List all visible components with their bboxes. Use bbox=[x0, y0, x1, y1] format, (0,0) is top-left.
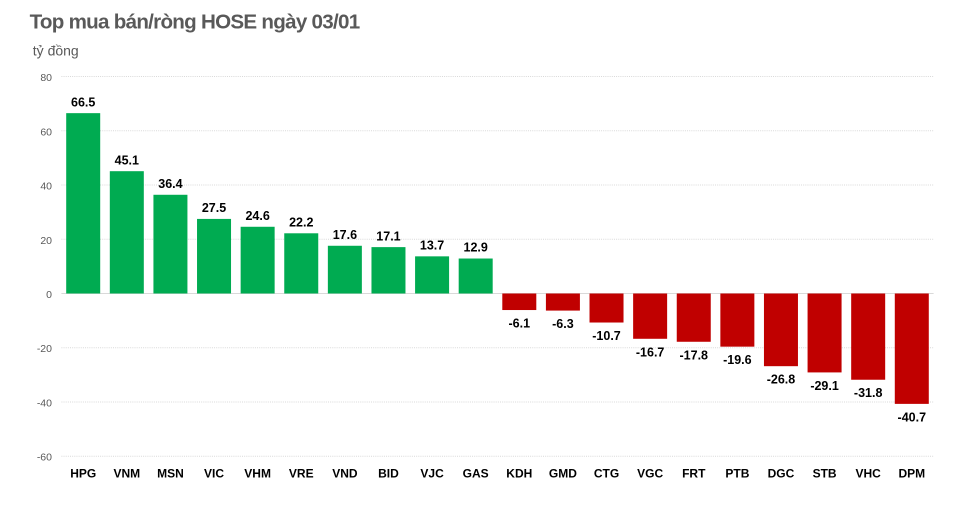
svg-text:VNM: VNM bbox=[113, 467, 140, 481]
svg-text:KDH: KDH bbox=[506, 467, 532, 481]
svg-text:-40.7: -40.7 bbox=[898, 410, 927, 424]
svg-text:-6.3: -6.3 bbox=[552, 317, 574, 331]
svg-text:CTG: CTG bbox=[594, 467, 619, 481]
svg-text:24.6: 24.6 bbox=[245, 209, 269, 223]
svg-text:tỷ đồng: tỷ đồng bbox=[33, 42, 79, 58]
svg-text:0: 0 bbox=[46, 289, 52, 301]
svg-text:45.1: 45.1 bbox=[115, 153, 139, 167]
svg-text:VJC: VJC bbox=[420, 467, 444, 481]
svg-text:VND: VND bbox=[332, 467, 358, 481]
svg-text:VIC: VIC bbox=[204, 467, 224, 481]
svg-text:-26.8: -26.8 bbox=[767, 373, 796, 387]
svg-text:DGC: DGC bbox=[768, 467, 795, 481]
svg-text:-31.8: -31.8 bbox=[854, 386, 883, 400]
svg-text:66.5: 66.5 bbox=[71, 95, 95, 109]
svg-text:17.1: 17.1 bbox=[376, 229, 400, 243]
svg-text:BID: BID bbox=[378, 467, 399, 481]
svg-text:STB: STB bbox=[813, 467, 837, 481]
svg-text:VGC: VGC bbox=[637, 467, 663, 481]
svg-text:12.9: 12.9 bbox=[464, 241, 488, 255]
svg-text:HPG: HPG bbox=[70, 467, 96, 481]
svg-text:13.7: 13.7 bbox=[420, 239, 444, 253]
svg-text:GMD: GMD bbox=[549, 467, 577, 481]
svg-text:22.2: 22.2 bbox=[289, 216, 313, 230]
svg-text:-29.1: -29.1 bbox=[810, 379, 839, 393]
svg-text:VHC: VHC bbox=[856, 467, 882, 481]
svg-text:Top mua bán/ròng HOSE ngày 03/: Top mua bán/ròng HOSE ngày 03/01 bbox=[30, 11, 360, 34]
svg-text:PTB: PTB bbox=[725, 467, 749, 481]
svg-text:VHM: VHM bbox=[244, 467, 271, 481]
svg-text:27.5: 27.5 bbox=[202, 201, 226, 215]
svg-text:-17.8: -17.8 bbox=[680, 348, 709, 362]
svg-text:GAS: GAS bbox=[463, 467, 489, 481]
svg-text:60: 60 bbox=[40, 126, 52, 138]
svg-text:20: 20 bbox=[40, 235, 52, 247]
svg-text:-10.7: -10.7 bbox=[592, 329, 621, 343]
svg-text:40: 40 bbox=[40, 181, 52, 193]
svg-text:VRE: VRE bbox=[289, 467, 314, 481]
svg-text:-6.1: -6.1 bbox=[509, 317, 531, 331]
svg-text:DPM: DPM bbox=[898, 467, 925, 481]
svg-text:-40: -40 bbox=[37, 398, 52, 410]
svg-text:MSN: MSN bbox=[157, 467, 184, 481]
svg-text:FRT: FRT bbox=[682, 467, 706, 481]
svg-text:36.4: 36.4 bbox=[158, 177, 182, 191]
svg-text:17.6: 17.6 bbox=[333, 228, 357, 242]
svg-text:-20: -20 bbox=[37, 343, 52, 355]
svg-text:-19.6: -19.6 bbox=[723, 353, 752, 367]
svg-text:80: 80 bbox=[40, 72, 52, 84]
svg-text:-16.7: -16.7 bbox=[636, 345, 665, 359]
svg-text:-60: -60 bbox=[37, 452, 52, 464]
